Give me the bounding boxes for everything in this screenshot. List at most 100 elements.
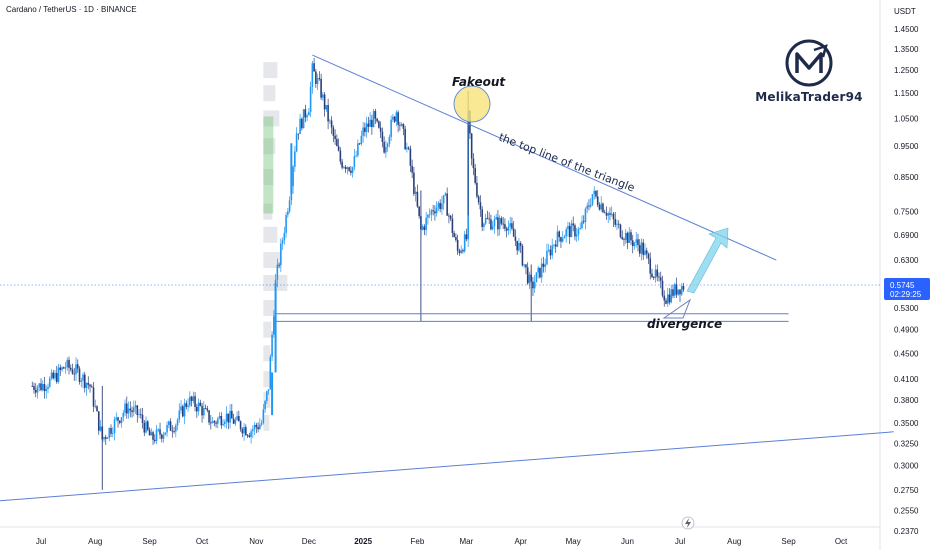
candle-body bbox=[637, 239, 639, 246]
candle-body bbox=[600, 203, 603, 210]
price-tick-label: 0.3500 bbox=[894, 419, 919, 428]
candle-body bbox=[465, 234, 468, 240]
candle-body bbox=[598, 204, 601, 210]
candle-body bbox=[80, 380, 83, 382]
candle-body bbox=[238, 416, 240, 422]
candle-body bbox=[483, 223, 485, 227]
candle-body bbox=[97, 411, 100, 431]
candle-body bbox=[327, 105, 329, 122]
candle-body bbox=[528, 274, 531, 284]
trendline[interactable] bbox=[312, 54, 777, 261]
candle-body bbox=[574, 225, 576, 237]
candle-body bbox=[313, 63, 315, 72]
candle-body bbox=[129, 408, 132, 411]
candle-body bbox=[201, 405, 203, 416]
candle-body bbox=[260, 423, 263, 425]
price-tick-label: 1.0500 bbox=[894, 114, 919, 123]
time-tick-label: Aug bbox=[88, 537, 102, 546]
candle-body bbox=[617, 223, 620, 225]
candle-body bbox=[670, 289, 673, 303]
candle-body bbox=[252, 429, 254, 432]
candle-body bbox=[182, 406, 184, 417]
price-tick-label: 0.4900 bbox=[894, 326, 919, 335]
candle-body bbox=[350, 170, 352, 173]
price-tick-label: 0.3250 bbox=[894, 439, 919, 448]
candle-body bbox=[371, 119, 373, 128]
trendline[interactable] bbox=[0, 431, 894, 503]
price-tick-label: 0.4500 bbox=[894, 349, 919, 358]
candle-body bbox=[92, 387, 95, 407]
time-tick-label: Oct bbox=[196, 537, 209, 546]
candle-body bbox=[409, 148, 412, 166]
candle-body bbox=[418, 206, 420, 217]
candle-body bbox=[108, 428, 111, 438]
candle-body bbox=[553, 244, 555, 246]
candle-body bbox=[675, 284, 678, 295]
candle-body bbox=[591, 194, 594, 205]
candle-body bbox=[472, 158, 475, 169]
candle-body bbox=[631, 240, 634, 247]
candle-body bbox=[456, 240, 459, 251]
candle-body bbox=[69, 367, 72, 370]
candle-body bbox=[83, 374, 86, 388]
candle-body bbox=[297, 133, 300, 135]
candle-body bbox=[523, 264, 525, 266]
candle-body bbox=[348, 167, 350, 171]
candle-body bbox=[257, 426, 259, 430]
brand-name: MelikaTrader94 bbox=[755, 90, 863, 104]
candle-body bbox=[434, 211, 436, 214]
candle-body bbox=[665, 300, 667, 304]
candle-body bbox=[271, 334, 273, 357]
candle-body bbox=[448, 215, 450, 217]
candle-body bbox=[414, 191, 417, 194]
candle-body bbox=[157, 429, 160, 431]
candle-body bbox=[673, 284, 676, 296]
candle-body bbox=[346, 167, 349, 170]
candle-body bbox=[309, 86, 312, 112]
candle-body bbox=[73, 373, 76, 375]
candle-body bbox=[183, 403, 186, 417]
volume-profile-bar bbox=[263, 321, 272, 338]
candle-body bbox=[649, 258, 652, 274]
candle-body bbox=[357, 143, 359, 156]
price-tick-label: 1.4500 bbox=[894, 25, 919, 34]
candle-body bbox=[360, 135, 363, 145]
candle-body bbox=[71, 369, 74, 374]
candle-body bbox=[290, 143, 293, 194]
time-tick-label: Feb bbox=[410, 537, 424, 546]
volume-profile-bar bbox=[263, 85, 276, 102]
candle-body bbox=[406, 147, 408, 150]
candle-body bbox=[273, 316, 275, 335]
candle-body bbox=[196, 406, 198, 412]
lightning-icon[interactable] bbox=[681, 516, 695, 530]
candle-body bbox=[38, 383, 41, 388]
candle-body bbox=[64, 367, 67, 369]
candle-body bbox=[85, 382, 88, 388]
price-axis[interactable]: 1.4500 1.3500 1.2500 1.1500 1.0500 0.9500 0.85… bbox=[894, 25, 919, 536]
candle-body bbox=[283, 232, 286, 241]
candle-body bbox=[118, 420, 121, 423]
candle-body bbox=[115, 417, 118, 420]
candle-body bbox=[638, 245, 641, 254]
time-axis[interactable]: Jul Aug Sep Oct Nov Dec 2025 Feb Mar Apr May Jun Jul… bbox=[36, 537, 848, 546]
candle-body bbox=[262, 409, 265, 424]
candle-body bbox=[224, 421, 226, 425]
candle-body bbox=[399, 124, 401, 126]
candle-body bbox=[432, 210, 434, 212]
candle-body bbox=[89, 384, 91, 387]
candle-body bbox=[190, 396, 193, 401]
candle-body bbox=[111, 433, 114, 434]
candle-body bbox=[217, 418, 219, 424]
candle-body bbox=[68, 359, 70, 368]
candle-body bbox=[453, 233, 455, 238]
time-tick-label: Jun bbox=[621, 537, 634, 546]
price-tick-label: 0.3000 bbox=[894, 462, 919, 471]
candle-body bbox=[460, 250, 462, 254]
candle-body bbox=[507, 226, 510, 231]
candle-body bbox=[339, 150, 342, 162]
price-tick-label: 1.1500 bbox=[894, 89, 919, 98]
candle-body bbox=[194, 396, 196, 407]
candle-body bbox=[241, 429, 244, 434]
candle-body bbox=[560, 237, 562, 242]
